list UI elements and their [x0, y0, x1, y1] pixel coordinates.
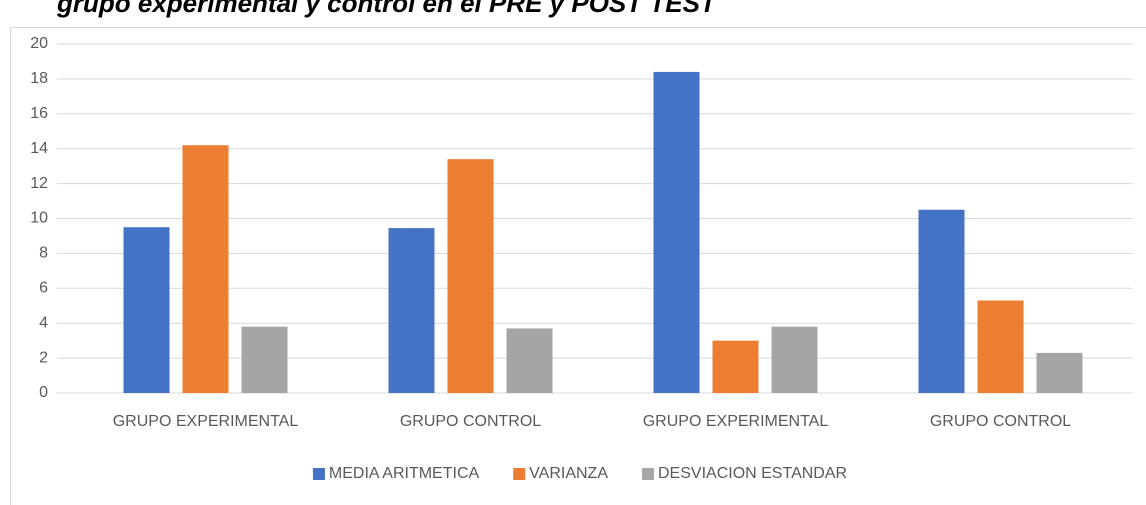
y-tick-label: 20 [30, 35, 48, 52]
legend-swatch [312, 468, 325, 480]
bar [123, 227, 170, 393]
bar [1036, 352, 1083, 393]
bar [447, 159, 494, 393]
y-tick-label: 14 [30, 140, 48, 157]
y-tick-label: 18 [30, 70, 48, 87]
bar [388, 228, 435, 393]
y-tick-label: 16 [30, 105, 48, 122]
bar [241, 326, 288, 393]
x-tick-label: GRUPO CONTROL [400, 413, 541, 430]
y-tick-label: 12 [30, 175, 48, 192]
bar [918, 209, 965, 393]
y-tick-label: 0 [39, 384, 48, 401]
y-tick-label: 6 [39, 280, 48, 297]
x-tick-label: GRUPO CONTROL [930, 413, 1071, 430]
legend-label: MEDIA ARITMETICA [329, 465, 480, 482]
bar [977, 300, 1024, 393]
legend-swatch [513, 468, 526, 480]
legend-label: VARIANZA [529, 465, 608, 482]
bar [653, 71, 700, 394]
legend-swatch [642, 468, 654, 480]
y-tick-label: 4 [39, 314, 48, 331]
y-tick-label: 2 [39, 349, 48, 366]
bar [182, 145, 229, 393]
y-tick-label: 10 [30, 210, 48, 227]
legend-label: DESVIACION ESTANDAR [658, 465, 847, 482]
chart-frame [10, 27, 1146, 505]
x-tick-label: GRUPO EXPERIMENTAL [113, 413, 299, 430]
bar [506, 328, 553, 393]
x-tick-label: GRUPO EXPERIMENTAL [643, 413, 829, 430]
chart-title: grupo experimental y control en el PRE y… [56, 0, 718, 18]
bar [771, 326, 818, 393]
bar [712, 340, 759, 393]
y-tick-label: 8 [39, 245, 48, 262]
